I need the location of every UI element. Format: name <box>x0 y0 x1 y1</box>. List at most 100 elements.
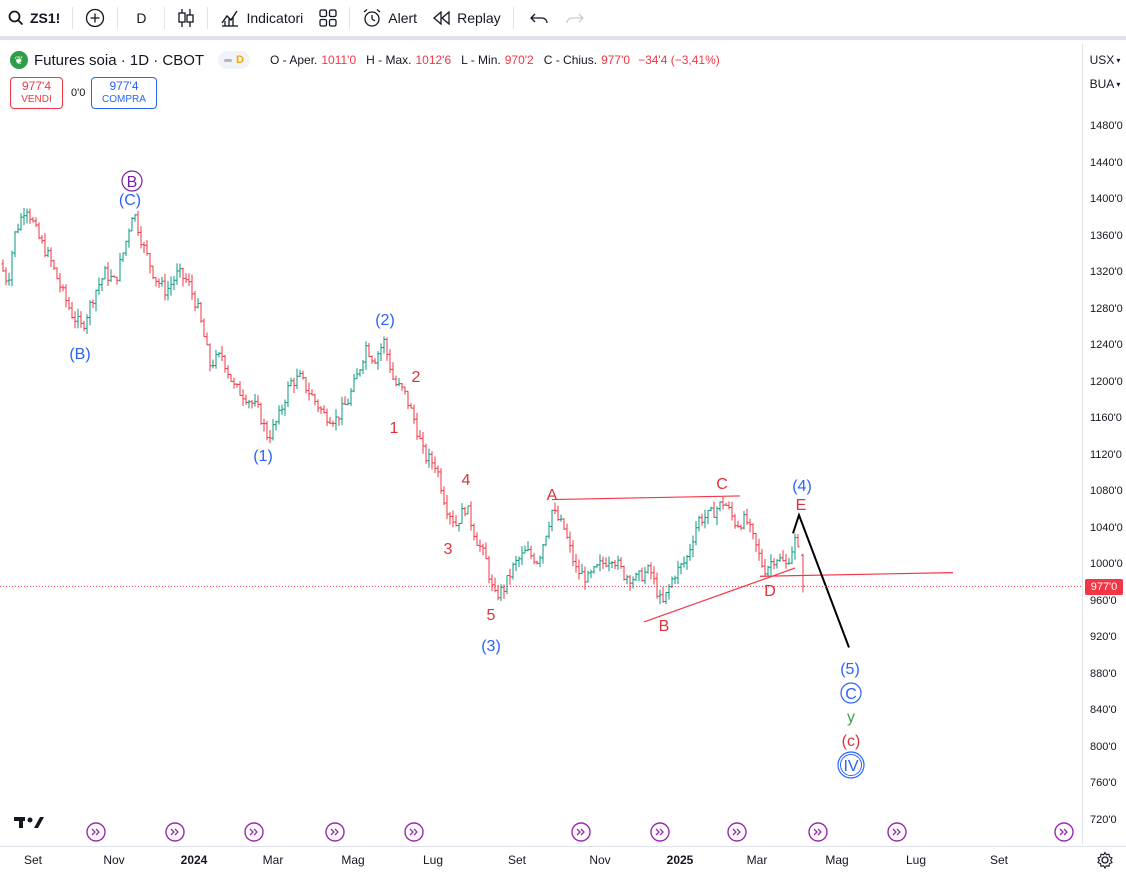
wave-label-text: IV <box>843 758 858 775</box>
wave-label[interactable]: y <box>847 709 855 726</box>
symbol-legend: ❦ Futures soia · 1D · CBOT D O - Aper. 1… <box>10 49 726 71</box>
event-marker-icon[interactable] <box>808 822 828 842</box>
ohlc-bar <box>220 346 224 362</box>
ohlc-bar <box>475 532 479 546</box>
sell-button[interactable]: 977'4 VENDI <box>10 77 63 109</box>
triangle-lower-trendline[interactable] <box>643 567 796 623</box>
chart-type-button[interactable] <box>169 0 203 36</box>
alert-button[interactable]: Alert <box>354 0 425 36</box>
replay-button[interactable]: Replay <box>425 0 509 36</box>
event-marker-icon[interactable] <box>325 822 345 842</box>
wave-label[interactable]: A <box>547 487 558 504</box>
wave-label[interactable]: C <box>840 682 862 704</box>
horizontal-trendline[interactable] <box>759 572 954 577</box>
interval-button[interactable]: D <box>122 0 160 36</box>
compare-button[interactable] <box>77 0 113 36</box>
ohlc-values: O - Aper. 1011'0 H - Max. 1012'6 L - Min… <box>270 53 726 67</box>
wave-label[interactable]: (4) <box>792 478 812 495</box>
undo-button[interactable] <box>518 0 560 36</box>
redo-button[interactable] <box>560 0 590 36</box>
legend-title[interactable]: Futures soia · 1D · CBOT <box>34 51 205 69</box>
wave-label[interactable]: 1 <box>390 420 399 437</box>
wave-label[interactable]: 4 <box>462 472 471 489</box>
wave-label[interactable]: (2) <box>375 312 395 329</box>
event-marker-icon[interactable] <box>165 822 185 842</box>
ohlc-bar <box>103 265 107 280</box>
ohlc-bar <box>580 563 584 574</box>
event-marker-icon[interactable] <box>1054 822 1074 842</box>
ohlc-bar <box>136 210 140 236</box>
event-marker-icon[interactable] <box>887 822 907 842</box>
projection-path[interactable] <box>792 512 850 648</box>
ohlc-bar <box>592 566 596 574</box>
ohlc-bar <box>1 259 5 272</box>
wave-label[interactable]: E <box>796 497 807 514</box>
redo-icon <box>566 11 584 25</box>
wave-label[interactable]: 5 <box>487 607 496 624</box>
low-value: 970'2 <box>504 53 534 67</box>
ohlc-bar <box>532 552 536 565</box>
ohlc-bar <box>322 405 326 414</box>
indicators-button[interactable]: Indicatori <box>212 0 311 36</box>
ohlc-bar <box>247 399 251 409</box>
change-value: −34'4 (−3,41%) <box>638 53 720 67</box>
wave-label[interactable]: B <box>121 170 143 192</box>
ohlc-bar <box>325 408 329 426</box>
time-tick: Set <box>23 853 43 867</box>
ohlc-bar <box>349 388 353 406</box>
ohlc-bar <box>613 559 617 570</box>
ohlc-bar <box>175 263 179 285</box>
buy-button[interactable]: 977'4 COMPRA <box>91 77 157 109</box>
wave-label[interactable]: (3) <box>481 638 501 655</box>
ohlc-bar <box>766 565 770 577</box>
unit-button[interactable]: BUA ▾ <box>1083 73 1126 95</box>
wave-label[interactable]: IV <box>837 751 865 779</box>
wave-label[interactable]: (C) <box>119 192 141 209</box>
wave-label[interactable]: 3 <box>444 541 453 558</box>
spread-value: 0'0 <box>71 87 86 99</box>
gear-icon[interactable] <box>1096 851 1114 874</box>
time-tick: Set <box>507 853 527 867</box>
ohlc-bar <box>595 563 599 568</box>
time-tick: Mar <box>746 853 768 867</box>
ohlc-bar <box>166 280 170 301</box>
wave-label[interactable]: B <box>659 618 670 635</box>
wave-label[interactable]: (c) <box>842 733 861 750</box>
event-marker-icon[interactable] <box>727 822 747 842</box>
wave-label[interactable]: (5) <box>840 661 860 678</box>
ohlc-bar <box>370 355 374 364</box>
wave-label[interactable]: (B) <box>69 346 90 363</box>
wave-label[interactable]: C <box>716 476 728 493</box>
ohlc-bar <box>481 543 485 556</box>
tradingview-logo-icon[interactable] <box>14 817 44 828</box>
time-scale[interactable]: Set Nov 2024 Mar Mag Lug Set Nov 2025 Mar Mag Lug Se… <box>0 846 1126 878</box>
ohlc-bar <box>634 572 638 581</box>
event-marker-icon[interactable] <box>571 822 591 842</box>
layouts-button[interactable] <box>311 0 345 36</box>
event-marker-icon[interactable] <box>86 822 106 842</box>
market-status-pill[interactable]: D <box>218 51 250 69</box>
wave-label[interactable]: 2 <box>412 369 421 386</box>
candles-icon <box>177 8 195 28</box>
ohlc-bar <box>523 545 527 554</box>
ohlc-bar <box>37 222 41 240</box>
wave-label-text: y <box>847 709 855 726</box>
ohlc-bar <box>196 297 200 309</box>
event-marker-icon[interactable] <box>650 822 670 842</box>
event-marker-icon[interactable] <box>244 822 264 842</box>
triangle-upper-trendline[interactable] <box>551 495 741 501</box>
currency-button[interactable]: USX ▾ <box>1083 49 1126 71</box>
symbol-search-button[interactable]: ZS1! <box>0 0 68 36</box>
wave-label[interactable]: (1) <box>253 448 273 465</box>
ohlc-bar <box>697 515 701 532</box>
price-scale[interactable]: USX ▾ BUA ▾ 1480'0 1440'0 1400'0 1360'0 1320… <box>1082 44 1126 844</box>
wave-label[interactable]: D <box>764 583 776 600</box>
ohlc-bar <box>427 448 431 468</box>
indicators-icon <box>220 8 240 28</box>
ohlc-bar <box>97 277 101 296</box>
ohlc-bar <box>130 217 134 232</box>
ohlc-bar <box>292 377 296 394</box>
ohlc-bar <box>730 501 734 521</box>
event-marker-icon[interactable] <box>404 822 424 842</box>
